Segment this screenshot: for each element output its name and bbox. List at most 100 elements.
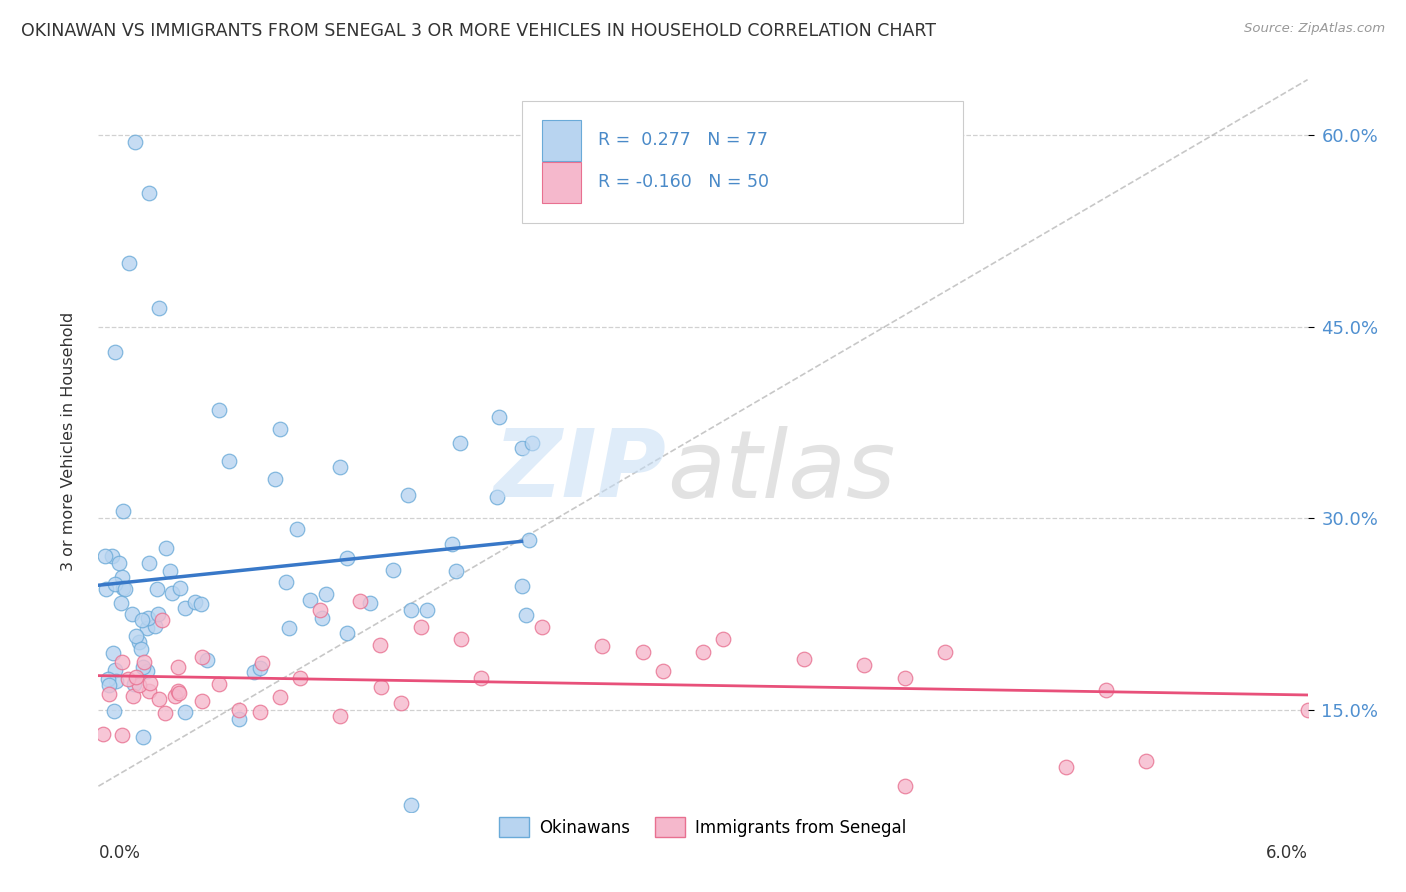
Point [136,664,159,678]
Point [174,600,197,615]
Point [934,645,956,659]
Point [166,684,188,698]
Point [166,660,188,674]
Point [131,660,153,674]
Point [263,471,285,485]
Point [124,135,146,149]
Point [101,549,124,564]
Text: 6.0%: 6.0% [1265,844,1308,862]
Point [1095,683,1118,698]
Point [893,671,915,685]
Point [269,422,291,436]
Point [349,594,371,608]
Point [793,651,815,665]
Point [190,597,212,611]
Text: atlas: atlas [666,425,896,516]
Point [128,678,150,692]
Point [249,661,271,675]
Point [111,570,134,584]
Point [249,705,271,719]
Point [94,549,117,564]
Point [381,563,404,577]
Point [169,581,191,595]
Point [1054,760,1077,774]
Point [173,705,195,719]
Point [131,613,153,627]
Point [96,582,118,596]
Point [150,613,173,627]
Point [112,503,135,517]
Point [122,690,145,704]
Point [315,587,337,601]
Point [125,670,148,684]
Point [520,436,543,450]
Point [148,692,170,706]
Point [131,641,153,656]
Point [441,537,464,551]
Point [208,402,231,417]
Text: R =  0.277   N = 77: R = 0.277 N = 77 [598,131,768,149]
Point [329,709,352,723]
Point [515,607,537,622]
Point [136,611,159,625]
Point [1296,703,1319,717]
Bar [543,120,581,161]
Point [138,676,160,690]
Point [336,625,359,640]
Point [98,687,121,701]
Point [163,689,186,703]
Point [103,704,125,718]
Point [311,611,333,625]
Point [243,665,266,679]
Point [416,603,439,617]
Point [105,674,128,689]
Point [299,592,322,607]
Point [111,581,134,595]
Point [148,301,170,315]
Point [488,410,510,425]
Point [195,653,218,667]
Point [370,638,392,652]
Point [125,628,148,642]
Point [853,657,876,672]
Point [711,632,734,647]
FancyBboxPatch shape [522,101,963,223]
Point [97,672,120,686]
Point [517,533,540,547]
Point [146,582,169,596]
Point [285,522,308,536]
Point [360,596,382,610]
Point [104,576,127,591]
Point [132,731,155,745]
Point [136,621,159,635]
Point [1135,754,1157,768]
Point [470,671,492,685]
Point [122,676,145,690]
Point [128,635,150,649]
Point [309,603,332,617]
Point [396,488,419,502]
Point [218,453,240,467]
Point [159,565,181,579]
Point [153,706,176,720]
Point [274,575,297,590]
Point [117,672,139,686]
Point [162,586,184,600]
Point [103,345,125,359]
Point [228,711,250,725]
Point [138,556,160,570]
Point [155,541,177,556]
Point [143,619,166,633]
Point [631,645,654,659]
Point [167,686,190,700]
Point [389,696,412,710]
Point [692,645,714,659]
Legend: Okinawans, Immigrants from Senegal: Okinawans, Immigrants from Senegal [492,811,914,844]
Point [114,582,136,596]
Point [651,665,673,679]
Point [191,650,214,665]
Point [336,550,359,565]
Point [108,556,131,570]
Point [269,690,291,704]
Text: R = -0.160   N = 50: R = -0.160 N = 50 [598,173,769,192]
